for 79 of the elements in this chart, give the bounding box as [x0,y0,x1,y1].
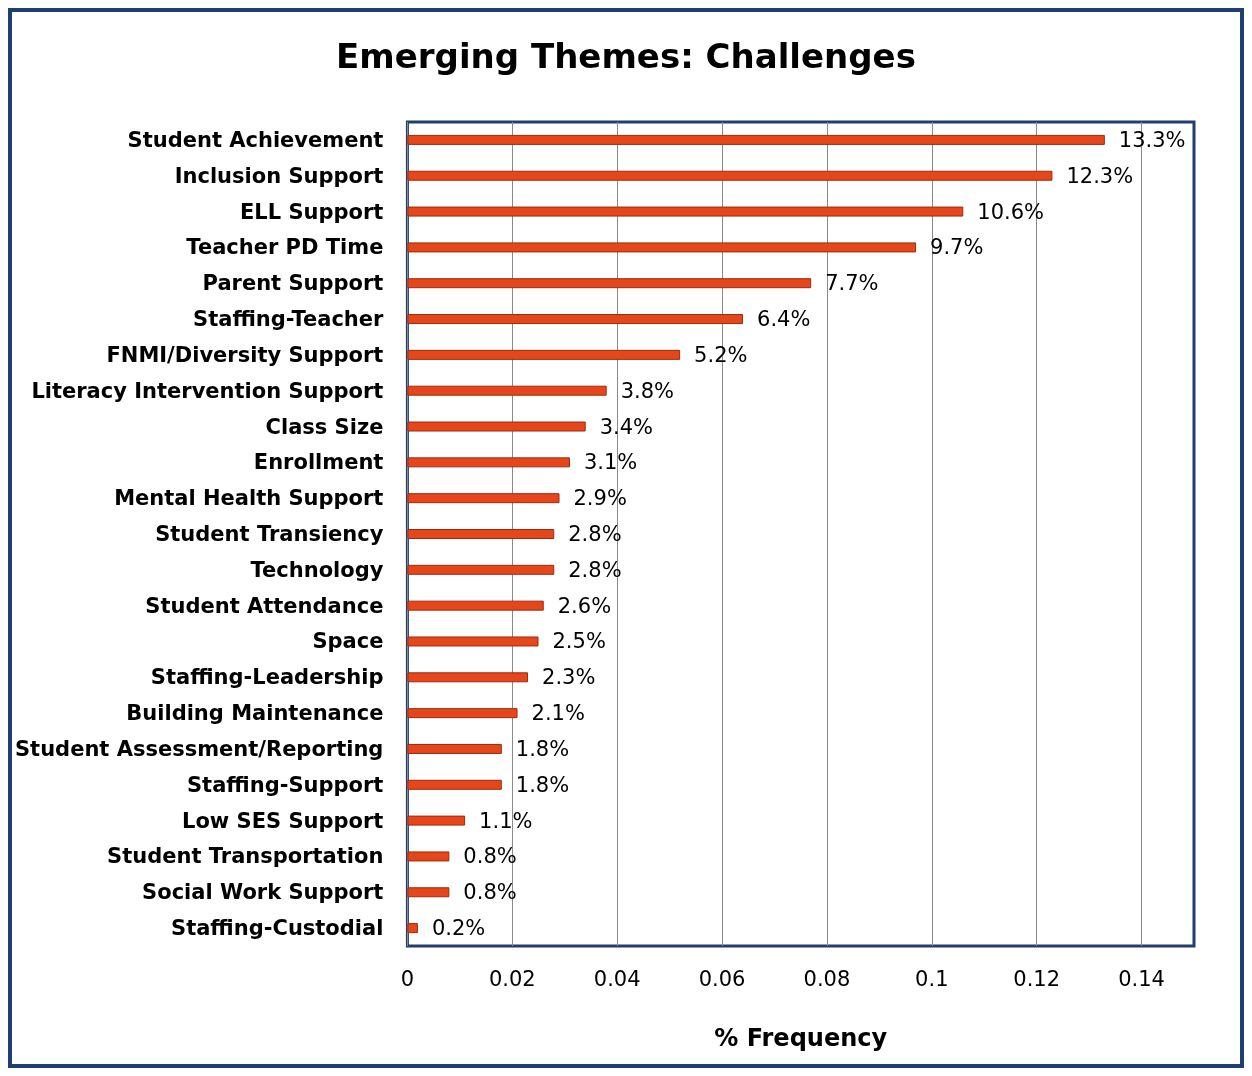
y-tick-label: ELL Support [240,199,384,224]
y-tick-label: Staffing-Leadership [150,665,384,690]
bar [407,564,555,575]
data-label: 2.8% [568,522,622,546]
y-tick-label: Parent Support [202,271,384,296]
x-tick-label: 0.06 [698,966,746,991]
data-label: 3.4% [599,414,654,439]
data-label: 12.3% [1066,163,1134,188]
data-label: 1.8% [515,772,570,797]
data-label: 2.3% [542,665,596,690]
y-tick-label: Literacy Intervention Support [31,378,384,403]
y-tick-label: Teacher PD Time [186,235,384,260]
bar [407,923,418,934]
bar [407,206,964,217]
bar [407,170,1053,181]
data-label: 1.1% [479,808,533,833]
bar [407,743,502,754]
y-tick-label: Student Transportation [107,844,384,869]
bar [407,314,744,325]
x-tick-label: 0.08 [803,966,851,991]
y-tick-label: Student Attendance [145,593,384,618]
y-tick-label: Staffing-Teacher [193,307,385,332]
bar [407,779,502,790]
y-tick-label: Mental Health Support [114,486,384,511]
data-label: 10.6% [977,199,1044,224]
bar [407,636,539,647]
data-label: 3.1% [583,450,638,475]
bar [407,134,1105,145]
data-label: 1.8% [515,736,570,761]
y-tick-label: Space [312,629,384,654]
bar [407,242,917,253]
data-label: 0.8% [463,844,517,869]
x-tick-label: 0.1 [915,966,949,991]
bar [407,349,681,360]
y-tick-label: Building Maintenance [126,701,384,726]
bar [407,600,544,611]
data-label: 2.6% [557,593,612,618]
data-label: 3.8% [620,378,675,403]
y-tick-label: Student Transiency [155,522,384,546]
y-tick-label: Class Size [265,414,384,439]
data-label: 6.4% [757,307,811,332]
x-axis-title: % Frequency [714,1024,888,1052]
y-tick-label: FNMI/Diversity Support [106,342,384,367]
bar [407,457,570,468]
y-tick-label: Enrollment [253,450,384,475]
y-tick-label: Technology [250,557,384,582]
bar [407,815,466,826]
bar [407,421,586,432]
bar [407,529,555,539]
data-label: 5.2% [694,342,748,367]
x-tick-label: 0.02 [488,966,536,991]
data-label: 2.5% [552,629,606,654]
y-tick-label: Social Work Support [142,880,384,905]
bar [407,851,450,862]
x-tick-label: 0 [400,966,415,991]
y-tick-label: Student Achievement [127,127,384,152]
bar [407,278,812,289]
y-tick-label: Student Assessment/Reporting [14,736,384,761]
y-tick-label: Staffing-Custodial [171,916,384,941]
data-label: 2.9% [573,486,627,511]
data-label: 9.7% [930,235,984,260]
bar [407,493,560,504]
x-tick-label: 0.14 [1118,966,1165,991]
y-tick-label: Inclusion Support [174,163,384,188]
data-label: 13.3% [1118,127,1186,152]
chart-title: Emerging Themes: Challenges [336,36,916,76]
data-label: 0.2% [431,916,486,941]
bar [407,385,607,396]
x-tick-label: 0.04 [593,966,641,991]
data-label: 2.1% [531,701,585,726]
data-label: 7.7% [825,271,879,296]
bar [407,708,518,719]
bar [407,887,450,898]
bar [407,672,529,683]
x-tick-label: 0.12 [1013,966,1061,991]
data-label: 2.8% [568,557,622,582]
y-tick-label: Low SES Support [182,808,384,833]
data-label: 0.8% [463,880,517,905]
y-tick-label: Staffing-Support [186,772,384,797]
